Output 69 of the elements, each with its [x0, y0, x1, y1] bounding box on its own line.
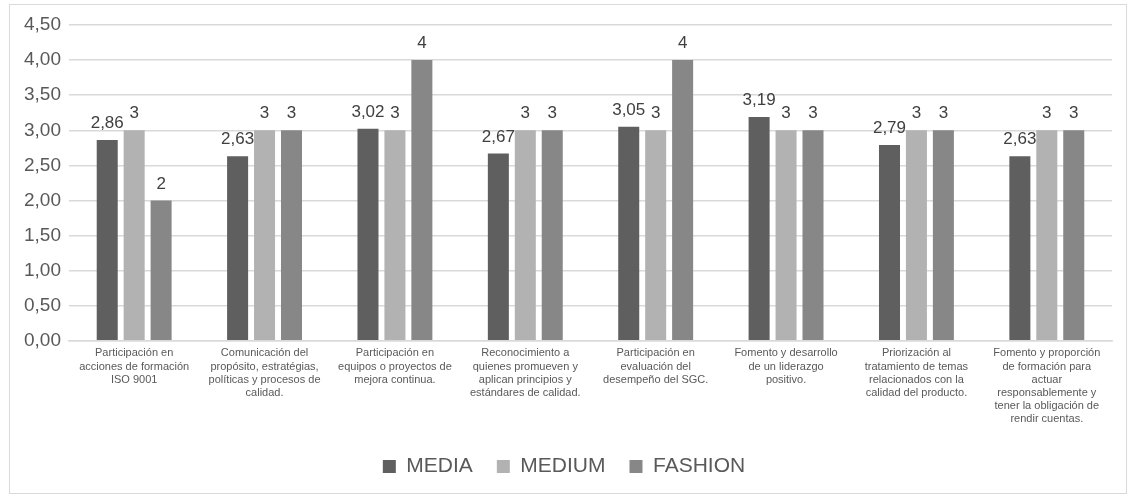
y-tick-label: 1,00: [24, 258, 61, 280]
bar: [878, 145, 900, 341]
y-tick-label: 0,00: [24, 329, 61, 351]
legend-label: MEDIA: [406, 453, 473, 477]
x-tick-label: Fomento y desarrollo de un liderazgo positivo.: [734, 346, 838, 385]
data-label: 2: [156, 173, 166, 193]
bar: [932, 130, 954, 341]
data-label: 2,63: [1003, 129, 1037, 149]
data-label: 2,79: [872, 118, 907, 138]
bar: [1036, 130, 1058, 341]
x-tick-label: Participación en equipos o proyectos de mejora continua.: [338, 346, 452, 385]
y-tick-label: 3,00: [24, 118, 61, 140]
bar: [487, 153, 509, 341]
bar: [541, 130, 563, 341]
bar: [227, 156, 249, 341]
data-label: 3: [781, 103, 791, 123]
bar: [96, 140, 118, 341]
bar: [357, 128, 379, 341]
data-label: 3: [650, 103, 661, 123]
data-label: 3: [547, 103, 557, 123]
bar: [123, 130, 145, 341]
bar: [150, 200, 172, 341]
x-tick-label: Fomento y proporción de formación para actuar responsablemente y tener la obligación de rendir cuentas.: [993, 346, 1101, 425]
y-tick-label: 4,50: [24, 13, 61, 35]
data-label: 4: [417, 33, 427, 53]
legend-label: FASHION: [652, 453, 746, 477]
bar: [1009, 156, 1031, 341]
y-tick-label: 0,50: [24, 293, 61, 315]
bar: [672, 60, 694, 341]
x-tick-label: Priorización al tratamiento de temas relacionados con la calidad del producto.: [864, 346, 969, 399]
data-label: 3,19: [742, 90, 776, 110]
data-label: 3,02: [351, 102, 385, 122]
x-tick-label: Comunicación del propósito, estratégias, políticas y procesos de calidad.: [208, 346, 321, 399]
data-label: 2,67: [481, 126, 515, 146]
x-tick-label: Reconocimiento a quienes promueven y aplican principios y estándares de calidad.: [469, 346, 581, 399]
y-tick-label: 1,50: [24, 223, 61, 245]
data-label: 2,86: [90, 113, 124, 133]
bar: [802, 130, 824, 341]
data-label: 3: [129, 103, 139, 123]
x-tick-label: Participación en evaluación del desempeño del SGC.: [603, 346, 709, 385]
legend-label: MEDIUM: [520, 453, 606, 477]
y-tick-label: 2,00: [24, 188, 61, 210]
y-tick-label: 4,00: [24, 48, 61, 70]
bar: [384, 130, 406, 341]
y-tick-label: 2,50: [24, 153, 61, 175]
bar: [905, 130, 927, 341]
bar: [748, 116, 770, 341]
data-label: 3: [938, 103, 949, 123]
bar: [514, 130, 536, 341]
data-label: 3: [1042, 103, 1052, 123]
data-label: 3: [1069, 103, 1079, 123]
x-tick-label: Participación en acciones de formación ISO 9001: [79, 346, 190, 385]
bar: [1063, 130, 1085, 341]
data-label: 3: [911, 103, 922, 123]
data-label: 3: [390, 103, 400, 123]
data-label: 3: [259, 103, 270, 123]
bar: [775, 130, 797, 341]
bar: [411, 60, 433, 341]
bar: [618, 126, 640, 341]
data-label: 3: [286, 103, 297, 123]
bar: [254, 130, 276, 341]
bar: [280, 130, 302, 341]
data-label: 2,63: [221, 129, 255, 149]
data-label: 3: [808, 103, 818, 123]
bar: [645, 130, 667, 341]
data-label: 3: [520, 103, 531, 123]
y-tick-label: 3,50: [24, 83, 61, 105]
data-label: 3,05: [612, 99, 646, 119]
data-label: 4: [677, 33, 688, 53]
